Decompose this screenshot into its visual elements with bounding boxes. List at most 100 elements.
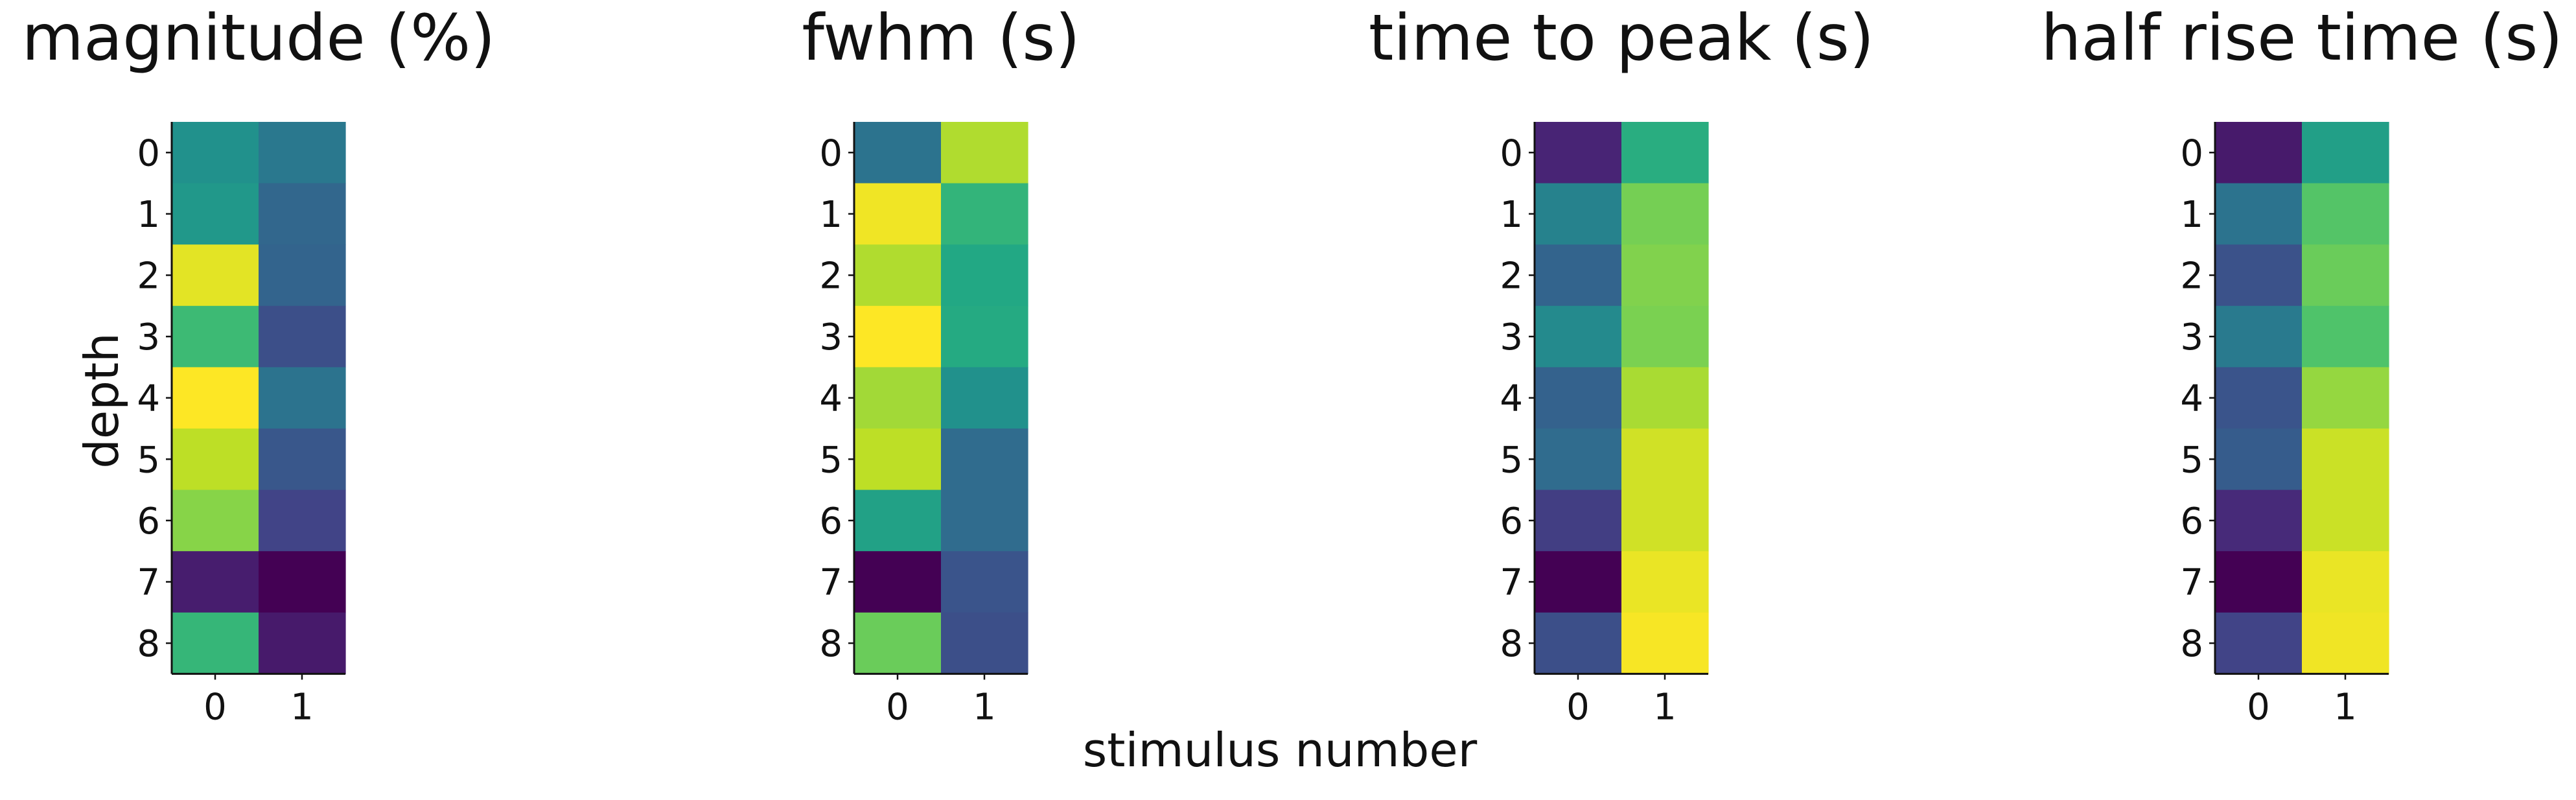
y-tick-label: 1 (137, 194, 160, 236)
heatmap-cell (1621, 367, 1709, 429)
y-tick-label: 0 (1500, 132, 1523, 174)
heatmap-cell (2215, 429, 2303, 491)
heatmap-cell (1621, 429, 1709, 491)
heatmap-cell (259, 551, 346, 613)
heatmap-cell (1535, 305, 1622, 368)
y-tick-label: 4 (137, 378, 160, 420)
heatmap-cell (941, 551, 1028, 613)
heatmap-cell (2302, 305, 2389, 368)
y-tick-label: 6 (2180, 500, 2203, 543)
heatmap-cell (2302, 367, 2389, 429)
y-tick-label: 6 (1500, 500, 1523, 543)
heatmap-cell (172, 612, 259, 674)
heatmap-cell (2302, 551, 2389, 613)
heatmap-cell (1621, 489, 1709, 552)
heatmap-cell (1535, 183, 1622, 245)
x-tick-label: 1 (290, 686, 314, 728)
y-tick-label: 2 (1500, 255, 1523, 298)
heatmap-cell (2215, 489, 2303, 552)
heatmap-cell (2302, 429, 2389, 491)
heatmap-panel-2: time to peak (s) 0 1 2 3 4 5 6 7 8 0 1 (1369, 1, 1874, 728)
y-tick-label: 8 (1500, 623, 1523, 665)
heatmap-cell (854, 183, 942, 245)
heatmap-cell (259, 305, 346, 368)
heatmap-cell (1621, 551, 1709, 613)
y-tick-label: 2 (137, 255, 160, 298)
heatmap-cell (941, 305, 1028, 368)
heatmap-cell (941, 183, 1028, 245)
heatmap-cell (1535, 122, 1622, 184)
heatmap-cell (941, 429, 1028, 491)
heatmap-cell (259, 489, 346, 552)
shared-x-axis-label: stimulus number (1083, 723, 1478, 777)
y-tick-label: 0 (137, 132, 160, 174)
y-tick-label: 8 (819, 623, 842, 665)
heatmap-cell (172, 122, 259, 184)
heatmap-cell (2302, 244, 2389, 307)
y-tick-label: 2 (2180, 255, 2203, 298)
heatmap-cell (259, 367, 346, 429)
y-tick-label: 1 (819, 194, 842, 236)
x-tick-label: 0 (1566, 686, 1590, 728)
heatmap-cell (941, 244, 1028, 307)
heatmap-cell (941, 489, 1028, 552)
heatmap-cell (2215, 244, 2303, 307)
heatmap-cell (854, 367, 942, 429)
panel-title: half rise time (s) (2041, 1, 2562, 75)
heatmap-cell (854, 551, 942, 613)
heatmap-cell (259, 429, 346, 491)
heatmap-cell (854, 122, 942, 184)
heatmap-cell (1621, 183, 1709, 245)
heatmap-cell (1535, 429, 1622, 491)
y-tick-label: 8 (2180, 623, 2203, 665)
heatmap-cell (854, 244, 942, 307)
heatmap-cell (2215, 305, 2303, 368)
heatmap-panels: magnitude (%) 0 1 2 3 4 5 6 7 8 0 1 fwhm (s) 0 1 2 3 4 5 6 7… (22, 1, 2563, 728)
heatmap-cell (1621, 612, 1709, 674)
y-tick-label: 7 (2180, 562, 2203, 604)
heatmap-cell (2215, 551, 2303, 613)
heatmap-cell (2215, 183, 2303, 245)
heatmap-cell (259, 183, 346, 245)
y-tick-label: 8 (137, 623, 160, 665)
heatmap-cell (172, 429, 259, 491)
heatmap-cell (854, 429, 942, 491)
y-tick-label: 7 (819, 562, 842, 604)
heatmap-cell (854, 612, 942, 674)
heatmap-cell (941, 367, 1028, 429)
y-tick-label: 5 (1500, 439, 1523, 481)
heatmap-cell (172, 367, 259, 429)
heatmap-cell (172, 183, 259, 245)
heatmap-cell (854, 489, 942, 552)
x-tick-label: 1 (2334, 686, 2357, 728)
heatmap-cell (2215, 367, 2303, 429)
heatmap-cell (172, 305, 259, 368)
heatmap-cell (1535, 489, 1622, 552)
y-tick-label: 3 (1500, 316, 1523, 359)
heatmap-panel-3: half rise time (s) 0 1 2 3 4 5 6 7 8 0 1 (2041, 1, 2562, 728)
y-tick-label: 3 (137, 316, 160, 359)
heatmap-cell (172, 244, 259, 307)
heatmap-cell (941, 612, 1028, 674)
panel-title: time to peak (s) (1369, 1, 1874, 75)
y-tick-label: 7 (1500, 562, 1523, 604)
x-tick-label: 0 (203, 686, 227, 728)
heatmap-cell (259, 612, 346, 674)
y-tick-label: 1 (2180, 194, 2203, 236)
heatmap-cell (172, 551, 259, 613)
panel-title: magnitude (%) (22, 1, 496, 75)
y-tick-label: 5 (137, 439, 160, 481)
x-tick-label: 0 (886, 686, 909, 728)
heatmap-cell (1535, 367, 1622, 429)
y-tick-label: 0 (819, 132, 842, 174)
heatmap-panel-1: fwhm (s) 0 1 2 3 4 5 6 7 8 0 1 (802, 1, 1080, 728)
panel-title: fwhm (s) (802, 1, 1080, 75)
y-tick-label: 0 (2180, 132, 2203, 174)
y-tick-label: 2 (819, 255, 842, 298)
y-tick-label: 6 (819, 500, 842, 543)
y-tick-label: 4 (1500, 378, 1523, 420)
x-tick-label: 1 (973, 686, 996, 728)
heatmap-cell (172, 489, 259, 552)
heatmap-cell (1621, 244, 1709, 307)
heatmap-cell (1621, 305, 1709, 368)
